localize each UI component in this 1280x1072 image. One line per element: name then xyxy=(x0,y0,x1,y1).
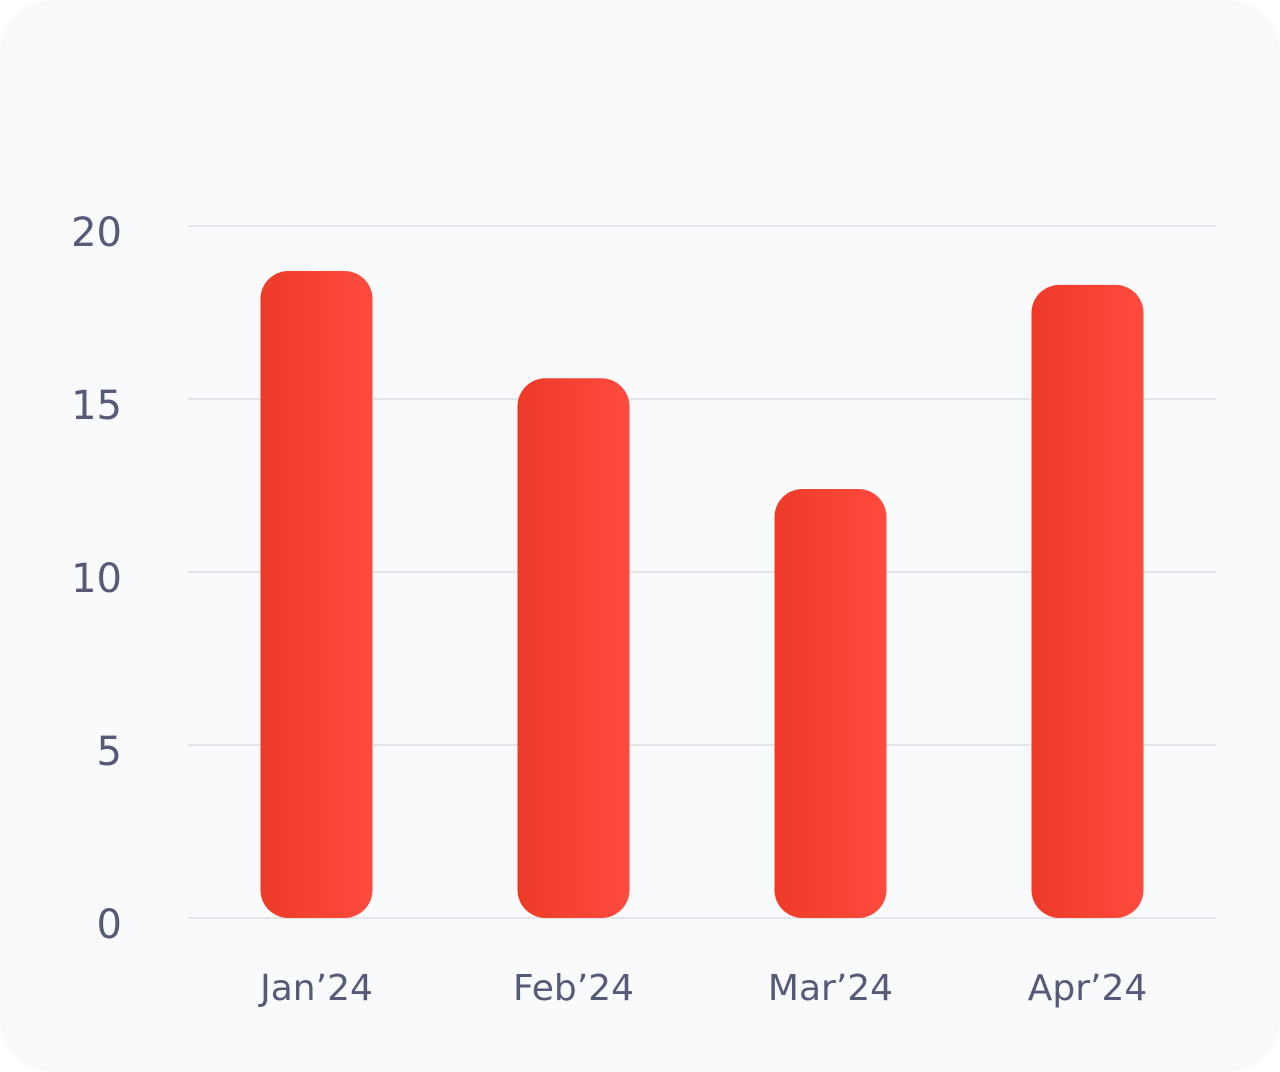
y-tick-label: 15 xyxy=(71,383,122,429)
bar-3 xyxy=(1031,284,1144,918)
y-tick-label: 10 xyxy=(71,556,122,602)
y-tick-label: 0 xyxy=(97,902,122,948)
y-axis-ticks: 0 5 10 15 20 xyxy=(71,210,122,948)
x-tick-label: Mar’24 xyxy=(768,968,893,1009)
x-axis-ticks: Jan’24 Feb’24 Mar’24 Apr’24 xyxy=(258,968,1147,1009)
y-tick-label: 5 xyxy=(97,729,122,775)
bar-1 xyxy=(517,378,630,918)
x-tick-label: Apr’24 xyxy=(1028,968,1148,1009)
x-tick-label: Jan’24 xyxy=(258,968,373,1009)
y-tick-label: 20 xyxy=(71,210,122,256)
bars xyxy=(260,270,1144,919)
x-tick-label: Feb’24 xyxy=(513,968,634,1009)
bar-2 xyxy=(774,488,887,918)
bar-0 xyxy=(260,270,373,919)
